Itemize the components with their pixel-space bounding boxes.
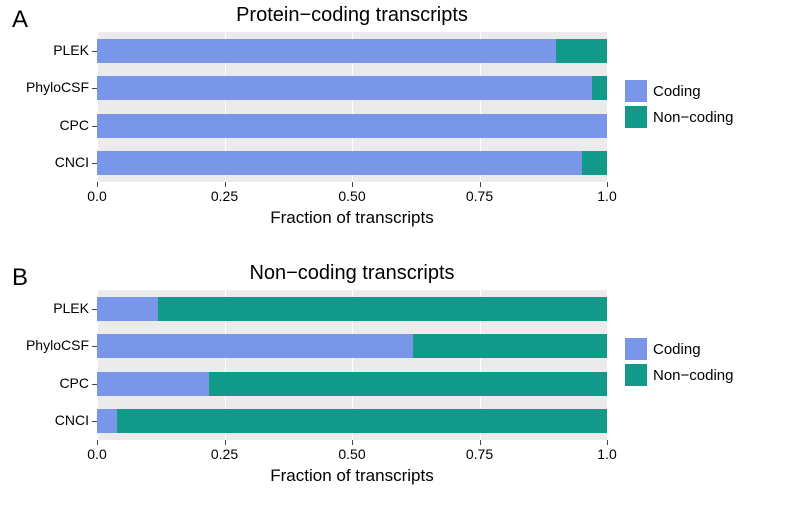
plot-area	[97, 32, 607, 182]
bar-noncoding	[592, 76, 607, 100]
ytick-label: PhyloCSF	[19, 337, 89, 353]
x-axis-label: Fraction of transcripts	[97, 466, 607, 486]
xtick-mark	[352, 440, 353, 445]
bar-coding	[97, 372, 209, 396]
ytick-mark	[92, 126, 97, 127]
xtick-mark	[480, 182, 481, 187]
bar-noncoding	[556, 39, 607, 63]
ytick-mark	[92, 51, 97, 52]
xtick-mark	[607, 182, 608, 187]
x-axis-label: Fraction of transcripts	[97, 208, 607, 228]
legend-swatch	[625, 364, 647, 386]
xtick-label: 1.0	[587, 446, 627, 462]
bar-noncoding	[413, 334, 607, 358]
bar-coding	[97, 76, 592, 100]
xtick-label: 0.50	[332, 188, 372, 204]
xtick-mark	[225, 440, 226, 445]
xtick-mark	[97, 440, 98, 445]
ytick-mark	[92, 309, 97, 310]
xtick-mark	[352, 182, 353, 187]
bar-coding	[97, 334, 413, 358]
ytick-label: PLEK	[19, 300, 89, 316]
bar-coding	[97, 39, 556, 63]
ytick-label: PhyloCSF	[19, 79, 89, 95]
xtick-mark	[607, 440, 608, 445]
ytick-label: CPC	[19, 375, 89, 391]
legend-swatch	[625, 338, 647, 360]
panel-letter: B	[12, 264, 28, 292]
xtick-label: 0.0	[77, 446, 117, 462]
bar-coding	[97, 114, 607, 138]
bar-coding	[97, 297, 158, 321]
xtick-label: 0.25	[205, 446, 245, 462]
legend-label: Non−coding	[653, 109, 733, 126]
bar-noncoding	[209, 372, 607, 396]
bar-noncoding	[117, 409, 607, 433]
panel-letter: A	[12, 6, 28, 34]
xtick-label: 0.75	[460, 188, 500, 204]
ytick-mark	[92, 346, 97, 347]
xtick-label: 0.25	[205, 188, 245, 204]
legend-label: Non−coding	[653, 367, 733, 384]
ytick-mark	[92, 421, 97, 422]
legend-label: Coding	[653, 83, 701, 100]
plot-area	[97, 290, 607, 440]
ytick-mark	[92, 384, 97, 385]
ytick-label: CNCI	[19, 154, 89, 170]
xtick-label: 0.0	[77, 188, 117, 204]
bar-noncoding	[582, 151, 608, 175]
legend-label: Coding	[653, 341, 701, 358]
xtick-label: 1.0	[587, 188, 627, 204]
chart-title: Protein−coding transcripts	[97, 4, 607, 27]
bar-coding	[97, 151, 582, 175]
chart-title: Non−coding transcripts	[97, 262, 607, 285]
ytick-label: CNCI	[19, 412, 89, 428]
legend-swatch	[625, 80, 647, 102]
ytick-mark	[92, 163, 97, 164]
xtick-label: 0.75	[460, 446, 500, 462]
ytick-mark	[92, 88, 97, 89]
ytick-label: CPC	[19, 117, 89, 133]
bar-noncoding	[158, 297, 607, 321]
bar-coding	[97, 409, 117, 433]
panel-b: B Non−coding transcripts PLEK PhyloCSF CPC CN…	[0, 258, 785, 516]
xtick-mark	[225, 182, 226, 187]
gridline	[607, 290, 608, 440]
panel-a: A Protein−coding transcripts PLEK PhyloCSF C…	[0, 0, 785, 258]
gridline	[607, 32, 608, 182]
ytick-label: PLEK	[19, 42, 89, 58]
legend-swatch	[625, 106, 647, 128]
xtick-label: 0.50	[332, 446, 372, 462]
xtick-mark	[97, 182, 98, 187]
xtick-mark	[480, 440, 481, 445]
